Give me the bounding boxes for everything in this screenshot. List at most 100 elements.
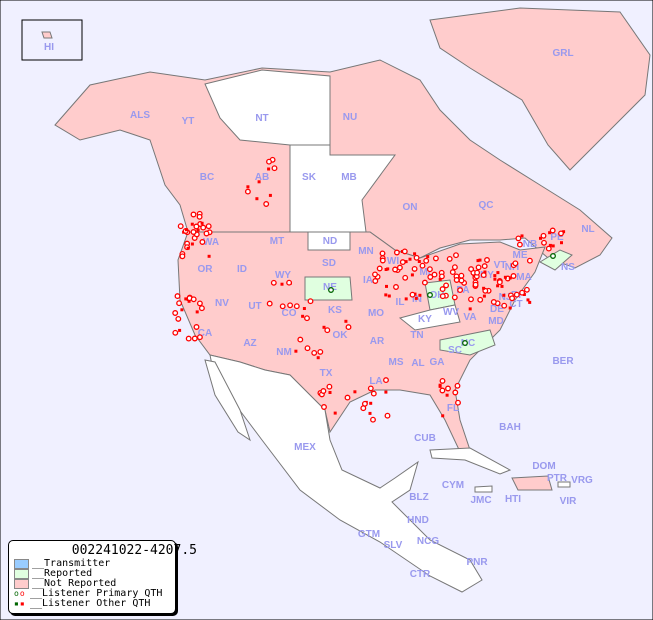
listener-primary-qth-reported bbox=[462, 340, 468, 346]
greenland bbox=[429, 7, 651, 171]
listener-primary-qth bbox=[454, 382, 461, 389]
region-label-wi: WI bbox=[387, 256, 399, 267]
listener-other-qth bbox=[178, 328, 182, 332]
listener-primary-qth bbox=[426, 266, 433, 273]
region-label-oh: OH bbox=[430, 290, 445, 301]
listener-other-qth bbox=[180, 308, 184, 312]
region-label-nd: ND bbox=[323, 236, 337, 247]
region-label-ns: NS bbox=[561, 262, 575, 273]
listener-primary-qth bbox=[326, 383, 333, 390]
region-label-tn: TN bbox=[410, 330, 423, 341]
listener-primary-qth bbox=[266, 158, 272, 165]
listener-primary-qth bbox=[468, 266, 475, 273]
listener-other-qth bbox=[196, 228, 200, 232]
listener-primary-qth bbox=[423, 257, 430, 264]
listener-primary-qth bbox=[475, 264, 482, 271]
region-label-nl: NL bbox=[581, 224, 594, 235]
listener-primary-qth bbox=[490, 299, 497, 305]
listener-other-qth bbox=[496, 284, 500, 288]
transmitter-swatch bbox=[14, 559, 29, 569]
listener-other-qth bbox=[255, 197, 259, 201]
listener-primary-qth bbox=[177, 223, 184, 230]
listener-other-qth bbox=[368, 411, 372, 415]
listener-primary-qth bbox=[516, 241, 523, 248]
region-label-wy: WY bbox=[275, 270, 291, 281]
listener-other-qth bbox=[441, 414, 445, 418]
region-label-yt: YT bbox=[182, 116, 195, 127]
listener-primary-qth bbox=[496, 279, 503, 286]
region-label-mo: MO bbox=[368, 308, 384, 319]
listener-primary-qth bbox=[481, 263, 488, 270]
listener-other-qth bbox=[186, 246, 190, 250]
listener-other-qth bbox=[190, 222, 194, 226]
listener-primary-qth bbox=[198, 305, 205, 312]
listener-primary-qth bbox=[196, 213, 203, 220]
region-label-ab: AB bbox=[255, 172, 269, 183]
listener-primary-qth bbox=[452, 389, 459, 396]
listener-other-qth bbox=[445, 393, 449, 397]
listener-other-qth bbox=[413, 252, 417, 256]
listener-primary-qth bbox=[185, 335, 192, 342]
listener-primary-qth bbox=[445, 385, 451, 392]
region-label-bc: BC bbox=[200, 172, 214, 183]
listener-primary-qth bbox=[523, 286, 530, 293]
listener-primary-qth bbox=[439, 293, 446, 300]
listener-primary-qth bbox=[458, 277, 465, 284]
listener-primary-qth bbox=[361, 400, 368, 407]
listener-primary-qth bbox=[271, 165, 278, 172]
listener-other-qth bbox=[502, 293, 506, 297]
listener-other-qth bbox=[384, 293, 388, 297]
listener-other-qth bbox=[493, 277, 497, 281]
region-label-nm: NM bbox=[276, 347, 292, 358]
listener-primary-qth bbox=[372, 278, 379, 284]
region-label-vrg: VRG bbox=[571, 475, 593, 486]
listener-other-qth bbox=[548, 243, 552, 247]
region-label-cub: CUB bbox=[414, 433, 436, 444]
listener-primary-qth bbox=[432, 255, 439, 262]
region-label-mi: MI bbox=[419, 267, 430, 278]
region-label-ms: MS bbox=[389, 357, 404, 368]
listener-primary-qth bbox=[383, 377, 389, 384]
listener-primary-qth bbox=[279, 303, 286, 310]
listener-other-qth bbox=[316, 356, 320, 360]
region-label-hnd: HND bbox=[407, 515, 429, 526]
region-label-ks: KS bbox=[328, 305, 342, 316]
listener-other-qth bbox=[190, 242, 194, 246]
listener-other-qth bbox=[438, 384, 442, 388]
region-label-va: VA bbox=[463, 312, 476, 323]
listener-primary-qth bbox=[199, 239, 206, 245]
listener-primary-qth bbox=[293, 303, 300, 310]
region-label-me: ME bbox=[513, 250, 528, 261]
listener-other-qth bbox=[257, 180, 261, 184]
listener-primary-qth bbox=[484, 257, 490, 263]
jamaica bbox=[474, 485, 493, 493]
listener-primary-qth bbox=[392, 266, 399, 273]
circle-marker-icon: oo bbox=[14, 589, 26, 598]
listener-primary-qth bbox=[287, 302, 294, 309]
listener-primary-qth bbox=[372, 271, 378, 278]
listener-other-qth bbox=[414, 296, 418, 300]
listener-primary-qth bbox=[175, 315, 182, 322]
region-label-tx: TX bbox=[320, 368, 333, 379]
listener-other-qth bbox=[322, 325, 326, 329]
listener-other-qth bbox=[468, 307, 472, 311]
listener-primary-qth bbox=[402, 274, 409, 281]
region-label-ptr: PTR bbox=[547, 473, 568, 484]
listener-other-qth bbox=[476, 259, 480, 263]
listener-other-qth bbox=[528, 300, 532, 304]
listener-primary-qth bbox=[458, 272, 465, 279]
listener-primary-qth bbox=[545, 245, 552, 252]
listener-other-qth bbox=[508, 306, 512, 310]
region-label-mn: MN bbox=[358, 246, 374, 257]
region-label-sk: SK bbox=[302, 172, 317, 183]
listener-primary-qth bbox=[311, 349, 318, 356]
listener-other-qth bbox=[187, 299, 191, 303]
listener-primary-qth bbox=[451, 294, 458, 301]
legend-label: __Not Reported bbox=[32, 578, 117, 589]
listener-other-qth bbox=[408, 257, 412, 261]
listener-other-qth bbox=[404, 297, 408, 301]
listener-other-qth bbox=[562, 230, 566, 234]
listener-primary-qth bbox=[191, 335, 198, 342]
listener-primary-qth bbox=[179, 253, 186, 260]
